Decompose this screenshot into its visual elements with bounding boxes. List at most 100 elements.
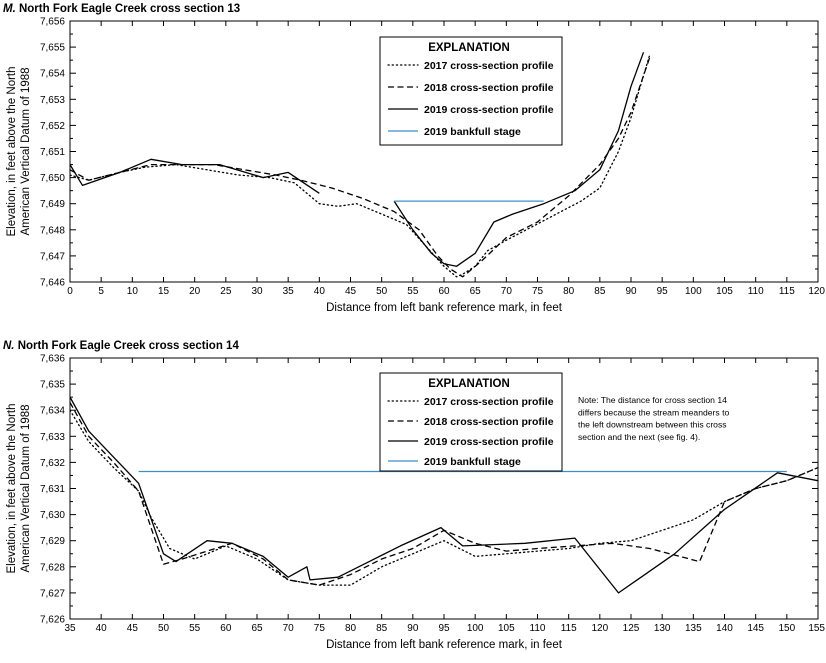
- y-tick-label: 7,635: [40, 380, 65, 391]
- x-tick-label: 130: [654, 623, 671, 634]
- x-tick-label: 30: [251, 286, 263, 297]
- y-tick-label: 7,629: [40, 536, 65, 547]
- legend-label: 2017 cross-section profile: [424, 60, 554, 72]
- x-tick-label: 105: [498, 623, 515, 634]
- y-tick-label: 7,631: [40, 484, 65, 495]
- y-tick-label: 7,651: [40, 147, 65, 158]
- x-tick-label: 125: [623, 623, 640, 634]
- y-tick-label: 7,626: [40, 615, 65, 626]
- x-tick-label: 155: [808, 623, 825, 634]
- x-tick-label: 40: [314, 286, 326, 297]
- x-tick-label: 25: [220, 286, 232, 297]
- x-tick-label: 110: [748, 286, 764, 297]
- legend-label: 2019 bankfull stage: [424, 456, 521, 468]
- panel-n: N. North Fork Eagle Creek cross section …: [3, 340, 825, 651]
- x-tick-label: 95: [438, 623, 450, 634]
- panel-m: M. North Fork Eagle Creek cross section …: [3, 3, 825, 314]
- x-tick-label: 45: [127, 623, 139, 634]
- x-tick-label: 80: [563, 286, 575, 297]
- legend-title: EXPLANATION: [428, 42, 510, 54]
- series-2019-cross-section-profile: [70, 158, 320, 194]
- legend-label: 2019 cross-section profile: [424, 104, 554, 116]
- x-tick-label: 70: [501, 286, 513, 297]
- legend-label: 2019 bankfull stage: [424, 126, 521, 138]
- series-2017-cross-section-profile: [70, 409, 818, 586]
- y-tick-label: 7,656: [40, 17, 65, 28]
- x-tick-label: 100: [685, 286, 702, 297]
- x-tick-label: 40: [96, 623, 108, 634]
- y-tick-label: 7,647: [40, 251, 65, 262]
- y-axis-label-line1: Elevation, in feet above the North: [6, 403, 18, 573]
- chart-title-letter: M.: [3, 3, 16, 15]
- y-tick-label: 7,654: [40, 69, 65, 80]
- y-tick-label: 7,628: [40, 562, 65, 573]
- x-tick-label: 115: [779, 286, 795, 297]
- x-tick-label: 75: [314, 623, 326, 634]
- series-2019-cross-section-profile-segment: [393, 52, 645, 267]
- x-tick-label: 120: [591, 623, 608, 634]
- legend-title: EXPLANATION: [428, 378, 510, 390]
- x-tick-label: 65: [470, 286, 482, 297]
- legend-box: [379, 372, 563, 472]
- y-tick-label: 7,627: [40, 588, 65, 599]
- y-axis-label-line1: Elevation, in feet above the North: [6, 66, 18, 236]
- y-tick-label: 7,650: [40, 173, 65, 184]
- x-tick-label: 35: [64, 623, 76, 634]
- y-tick-label: 7,648: [40, 225, 65, 236]
- x-tick-label: 50: [376, 286, 388, 297]
- x-tick-label: 55: [407, 286, 419, 297]
- legend-label: 2018 cross-section profile: [424, 416, 554, 428]
- y-tick-label: 7,655: [40, 43, 65, 54]
- x-tick-label: 70: [283, 623, 295, 634]
- y-tick-label: 7,633: [40, 432, 65, 443]
- x-tick-label: 0: [67, 286, 73, 297]
- y-tick-label: 7,632: [40, 458, 65, 469]
- x-tick-label: 120: [808, 286, 825, 297]
- chart-note-line: the left downstream between this cross: [578, 420, 727, 430]
- x-tick-label: 95: [657, 286, 669, 297]
- x-tick-label: 50: [158, 623, 170, 634]
- chart-note-line: section and the next (see fig. 4).: [578, 432, 700, 442]
- series-2017-cross-section-profile: [70, 54, 651, 278]
- x-tick-label: 85: [594, 286, 606, 297]
- y-tick-label: 7,646: [40, 278, 65, 289]
- chart-title-letter: N.: [3, 340, 15, 352]
- x-tick-label: 5: [98, 286, 104, 297]
- series-2018-cross-section-profile: [70, 402, 818, 586]
- x-tick-label: 65: [251, 623, 263, 634]
- legend-box: [379, 36, 563, 146]
- y-axis-label-line2: American Vertical Datum of 1988: [20, 404, 32, 572]
- x-tick-label: 110: [530, 623, 546, 634]
- y-tick-label: 7,634: [40, 406, 65, 417]
- y-axis-label-line2: American Vertical Datum of 1988: [20, 67, 32, 235]
- chart-note-line: differs because the stream meanders to: [578, 407, 729, 417]
- x-tick-label: 45: [345, 286, 357, 297]
- y-tick-label: 7,649: [40, 199, 65, 210]
- x-tick-label: 35: [283, 286, 295, 297]
- x-tick-label: 115: [561, 623, 577, 634]
- legend-label: 2017 cross-section profile: [424, 396, 554, 408]
- y-tick-label: 7,652: [40, 121, 65, 132]
- x-tick-label: 15: [158, 286, 170, 297]
- legend-label: 2019 cross-section profile: [424, 436, 554, 448]
- x-axis-label: Distance from left bank reference mark, …: [326, 302, 563, 314]
- x-tick-label: 100: [467, 623, 484, 634]
- x-tick-label: 105: [716, 286, 733, 297]
- x-tick-label: 90: [407, 623, 419, 634]
- chart-title-text: North Fork Eagle Creek cross section 13: [16, 3, 240, 15]
- y-tick-label: 7,653: [40, 95, 65, 106]
- y-tick-label: 7,636: [40, 354, 65, 365]
- chart-title: M. North Fork Eagle Creek cross section …: [3, 3, 240, 15]
- x-tick-label: 60: [220, 623, 232, 634]
- y-tick-label: 7,630: [40, 510, 65, 521]
- chart-title-text: North Fork Eagle Creek cross section 14: [15, 340, 240, 352]
- series-2019-cross-section-profile: [70, 396, 818, 594]
- x-tick-label: 90: [625, 286, 637, 297]
- series-group: [70, 52, 651, 278]
- x-tick-label: 145: [747, 623, 764, 634]
- x-tick-label: 80: [345, 623, 357, 634]
- x-tick-label: 75: [532, 286, 544, 297]
- x-tick-label: 85: [376, 623, 388, 634]
